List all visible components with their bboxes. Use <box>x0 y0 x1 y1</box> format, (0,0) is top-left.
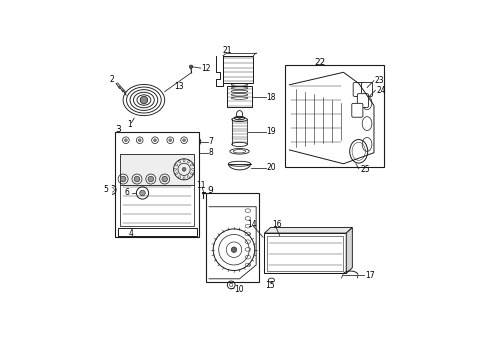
Text: 7: 7 <box>208 137 213 146</box>
Text: 3: 3 <box>115 125 121 134</box>
Bar <box>226 86 251 107</box>
Text: 23: 23 <box>374 76 384 85</box>
Bar <box>120 154 193 185</box>
Bar <box>206 193 259 282</box>
Text: 14: 14 <box>247 220 256 229</box>
Circle shape <box>120 176 125 182</box>
FancyBboxPatch shape <box>352 82 364 96</box>
Polygon shape <box>264 228 352 233</box>
FancyBboxPatch shape <box>361 82 372 96</box>
Circle shape <box>182 167 185 171</box>
Bar <box>120 185 193 226</box>
FancyBboxPatch shape <box>357 94 367 108</box>
Text: 20: 20 <box>266 163 276 172</box>
Text: 17: 17 <box>364 271 374 280</box>
Circle shape <box>168 139 171 141</box>
Text: 22: 22 <box>313 58 325 67</box>
Text: 2: 2 <box>109 75 114 84</box>
Text: 13: 13 <box>174 82 183 91</box>
Text: 15: 15 <box>264 281 274 290</box>
Bar <box>285 66 383 167</box>
Circle shape <box>148 176 153 182</box>
Text: 21: 21 <box>222 46 231 55</box>
Text: 6: 6 <box>124 189 129 198</box>
Circle shape <box>140 96 147 104</box>
Bar <box>264 233 346 273</box>
Circle shape <box>134 176 140 182</box>
Text: 11: 11 <box>196 181 205 190</box>
Text: 8: 8 <box>208 148 213 157</box>
Polygon shape <box>346 228 352 273</box>
Bar <box>267 236 343 270</box>
Text: 1: 1 <box>127 120 132 129</box>
Ellipse shape <box>189 138 198 145</box>
FancyBboxPatch shape <box>351 103 362 117</box>
Text: 5: 5 <box>103 185 108 194</box>
Text: 10: 10 <box>234 285 244 294</box>
Text: 4: 4 <box>129 229 134 238</box>
Circle shape <box>138 139 141 141</box>
Circle shape <box>231 247 236 252</box>
Bar <box>115 132 199 237</box>
Text: 12: 12 <box>201 64 210 73</box>
Text: 16: 16 <box>272 220 281 229</box>
Text: 24: 24 <box>375 86 385 95</box>
Circle shape <box>153 139 156 141</box>
Circle shape <box>140 190 145 196</box>
Ellipse shape <box>140 98 147 103</box>
Bar <box>223 56 253 84</box>
Circle shape <box>162 176 167 182</box>
Text: 9: 9 <box>207 186 213 195</box>
Text: 25: 25 <box>360 165 370 174</box>
Text: 19: 19 <box>266 127 276 136</box>
Text: 18: 18 <box>266 93 276 102</box>
Circle shape <box>183 139 185 141</box>
Circle shape <box>124 139 127 141</box>
Circle shape <box>189 65 192 68</box>
